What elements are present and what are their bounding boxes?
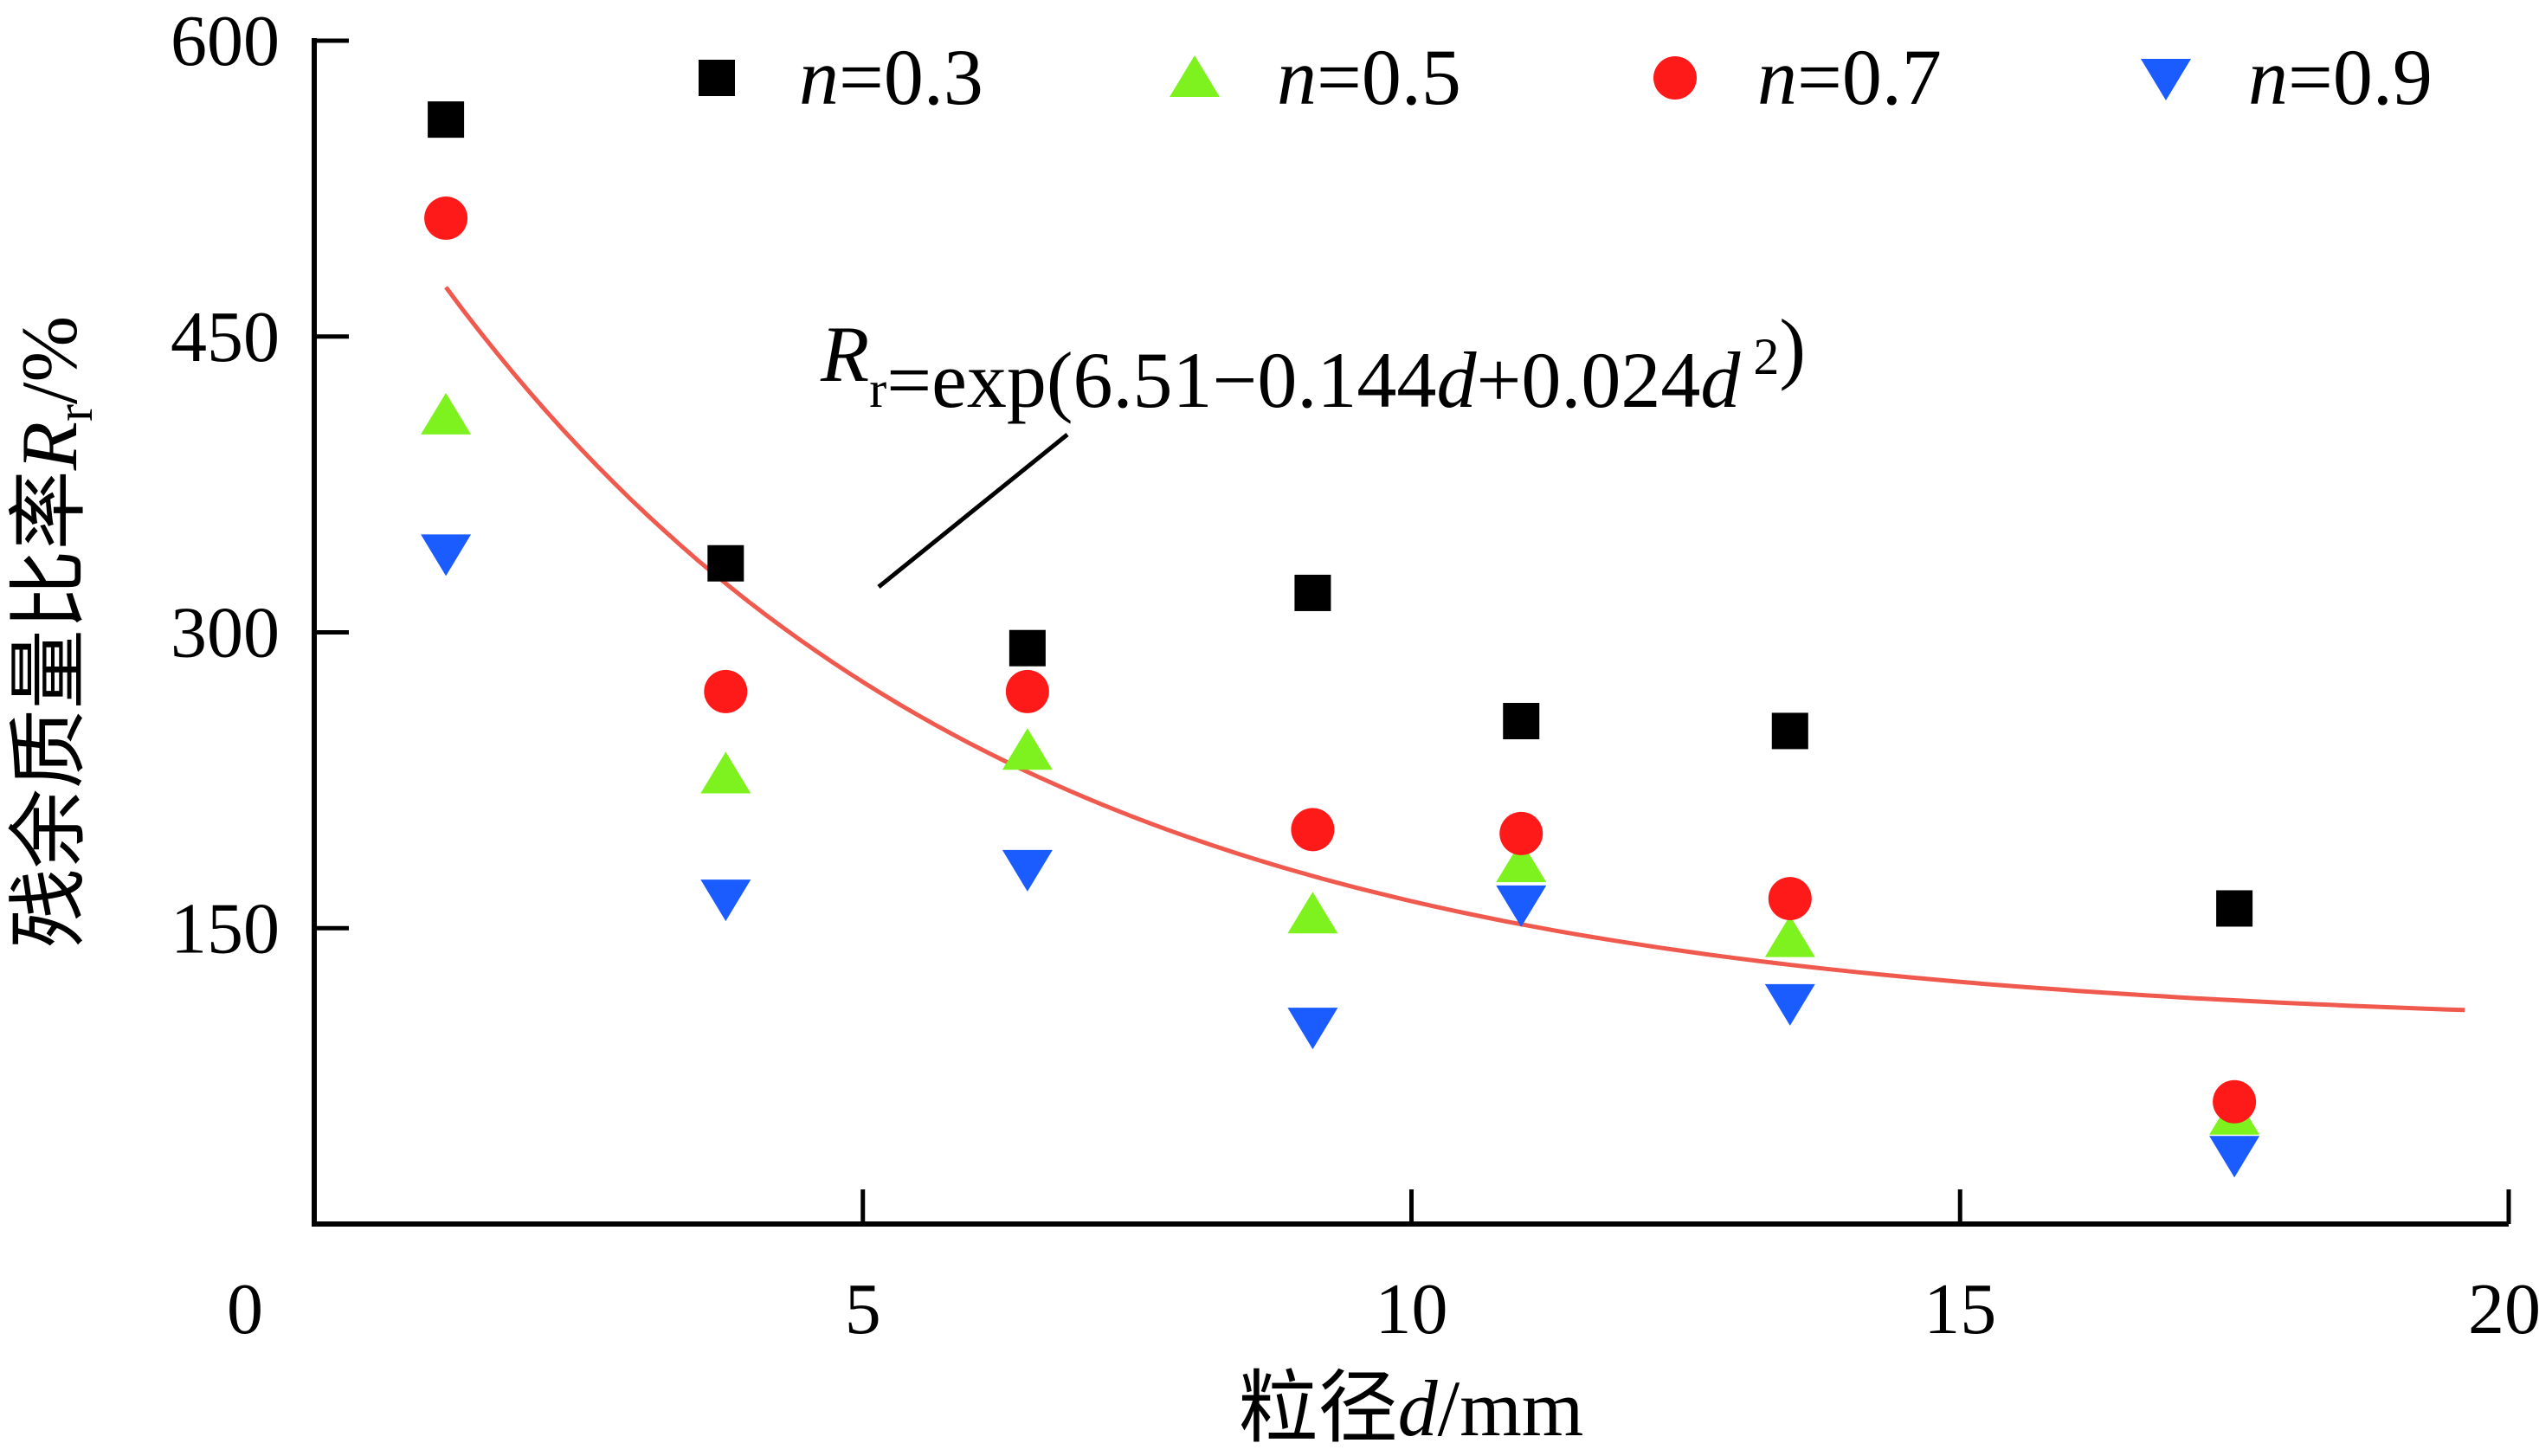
legend-marker [699,60,735,96]
data-point [1496,841,1547,883]
legend-item-1: n=0.5 [1170,33,1461,121]
data-point [2213,1079,2257,1124]
data-point [1287,892,1338,934]
legend-label: n=0.9 [2248,33,2433,121]
legend: n=0.3 n=0.5 n=0.7 n=0.9 [699,33,2433,121]
legend-marker [2141,59,2191,100]
x-tick-label: 10 [1376,1269,1448,1350]
data-point [1291,808,1335,852]
series-0 [428,101,2253,927]
data-point [1768,877,1812,921]
fit-curve [444,286,2465,1013]
y-tick-label: 600 [171,1,280,81]
x-ticks: 0 5 10 15 20 [227,1189,2539,1350]
data-point [1499,811,1543,855]
plot-area: 150 300 450 600 0 5 10 15 20 Rr=exp(6.51−0.144d… [171,1,2539,1350]
series-3 [421,534,2260,1178]
legend-item-2: n=0.7 [1653,33,1942,121]
data-point [1002,849,1053,892]
legend-marker [1170,55,1220,97]
data-point [421,534,472,577]
y-ticks: 150 300 450 600 [171,1,349,969]
data-point [1294,574,1331,611]
data-point [704,669,748,713]
data-point [428,101,465,139]
x-axis-label: 粒径d/mm [1239,1364,1584,1453]
data-point [2216,890,2253,927]
x-tick-label: 5 [845,1269,881,1350]
equation-leader-line [877,433,1069,589]
data-point [421,392,472,435]
data-point [1496,885,1547,927]
fit-curve-layer: Rr=exp(6.51−0.144d+0.024d 2) [444,286,2465,1013]
data-point [1764,983,1815,1026]
data-point [707,544,744,582]
series-2 [424,196,2257,1124]
data-point [1771,712,1808,750]
data-point [1764,915,1815,957]
data-point [1503,703,1540,740]
data-points [421,101,2260,1178]
legend-label: n=0.5 [1277,33,1461,121]
data-point [1002,728,1053,770]
data-point [1009,629,1046,667]
legend-item-3: n=0.9 [2141,33,2433,121]
data-point [700,751,751,794]
data-point [2209,1136,2260,1178]
y-tick-label: 150 [171,888,280,969]
y-tick-label: 450 [171,297,280,377]
legend-item-0: n=0.3 [699,33,983,121]
data-point [1287,1008,1338,1050]
data-point [424,196,468,241]
legend-label: n=0.7 [1757,33,1942,121]
fit-equation: Rr=exp(6.51−0.144d+0.024d 2) [820,303,1806,424]
x-tick-label: 0 [227,1269,263,1350]
legend-marker [1653,56,1697,100]
x-tick-label: 20 [2468,1269,2539,1350]
legend-label: n=0.3 [799,33,983,121]
y-axis-label: 残余质量比率Rr/% [5,316,103,948]
series-1 [421,392,2260,1135]
y-tick-label: 300 [171,593,280,673]
x-tick-label: 15 [1924,1269,1996,1350]
data-point [1005,669,1049,713]
data-point [700,879,751,922]
